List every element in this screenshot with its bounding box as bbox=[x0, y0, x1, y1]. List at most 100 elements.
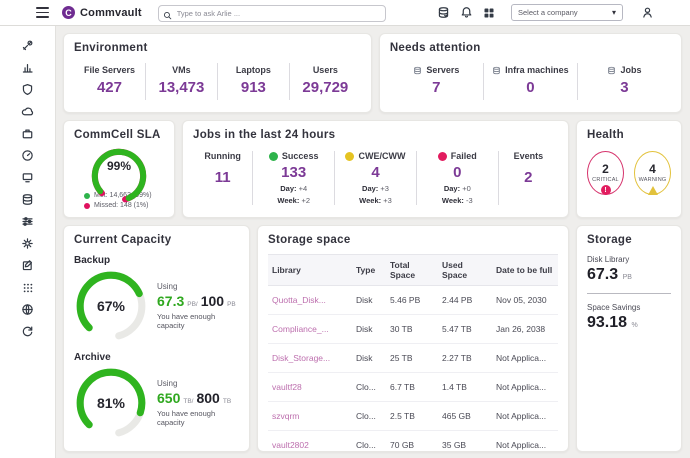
apps-grid-icon[interactable] bbox=[482, 6, 496, 20]
sidebar-item-jobs[interactable] bbox=[18, 127, 38, 140]
storage-space-card: Storage space Library Type Total Space U… bbox=[257, 225, 569, 458]
server-icon bbox=[414, 66, 422, 74]
database-icon bbox=[22, 194, 33, 205]
jobs-title: Jobs in the last 24 hours bbox=[193, 129, 336, 141]
sidebar-item-sync[interactable] bbox=[18, 325, 38, 338]
user-account-icon[interactable] bbox=[640, 6, 654, 20]
cloud-icon bbox=[21, 107, 34, 116]
stat-vms[interactable]: VMs 13,473 bbox=[144, 63, 217, 100]
library-link[interactable]: szvqrm bbox=[272, 411, 300, 421]
sidebar-item-configuration[interactable] bbox=[18, 215, 38, 228]
stat-attention-servers[interactable]: Servers 7 bbox=[390, 63, 483, 100]
library-link[interactable]: Compliance_... bbox=[272, 324, 329, 334]
sidebar-item-settings[interactable] bbox=[18, 237, 38, 250]
archive-gauge-chart: 81% bbox=[74, 366, 148, 440]
library-link[interactable]: vaultf28 bbox=[272, 382, 302, 392]
sidebar-item-forms[interactable] bbox=[18, 259, 38, 272]
sidebar-item-monitoring[interactable] bbox=[18, 149, 38, 162]
critical-exclamation-icon: ! bbox=[600, 185, 611, 195]
storage-card: Storage Disk Library 67.3 PB Space Savin… bbox=[576, 225, 682, 452]
reports-chart-icon bbox=[22, 64, 33, 73]
jobs-failed[interactable]: Failed 0 Day: +0 Week: -3 bbox=[415, 151, 498, 205]
search-box bbox=[157, 3, 386, 25]
hamburger-menu-icon[interactable] bbox=[36, 7, 49, 18]
refresh-icon bbox=[22, 326, 33, 337]
globe-icon bbox=[22, 304, 33, 315]
table-row: Disk_Storage... Disk 25 TB 2.27 TB Not A… bbox=[268, 343, 558, 373]
grid-dots-icon bbox=[23, 283, 32, 292]
library-link[interactable]: vault2802 bbox=[272, 440, 309, 450]
environment-card: Environment File Servers 427 VMs 13,473 … bbox=[63, 33, 372, 113]
server-icon bbox=[608, 66, 616, 74]
jobs-running[interactable]: Running 11 bbox=[204, 151, 241, 186]
sla-percent: 99% bbox=[106, 159, 132, 173]
sidebar-item-tools[interactable] bbox=[18, 39, 38, 52]
sidebar-item-apps[interactable] bbox=[18, 281, 38, 294]
cwe-dot-icon bbox=[345, 151, 355, 161]
health-card: Health 2 CRITICAL ! 4 WARNING bbox=[576, 120, 682, 218]
sidebar-item-cloud[interactable] bbox=[18, 105, 38, 118]
stat-file-servers[interactable]: File Servers 427 bbox=[83, 65, 135, 96]
archive-percent: 81% bbox=[96, 395, 126, 411]
stat-infra-machines[interactable]: Infra machines 0 bbox=[482, 63, 577, 100]
stat-users[interactable]: Users 29,729 bbox=[288, 63, 361, 100]
sidebar-item-web[interactable] bbox=[18, 303, 38, 316]
sla-legend: Met: 14,663 (99%) Missed: 148 (1%) bbox=[84, 189, 164, 209]
environment-title: Environment bbox=[74, 42, 148, 54]
jobs-cwe-cww[interactable]: CWE/CWW 4 Day: +3 Week: +3 bbox=[334, 151, 416, 205]
company-select-value: Select a company bbox=[518, 8, 578, 17]
health-warning[interactable]: 4 WARNING bbox=[634, 151, 671, 195]
chevron-down-icon: ▾ bbox=[611, 8, 616, 17]
search-input[interactable] bbox=[157, 5, 386, 22]
notifications-bell-icon[interactable] bbox=[459, 6, 473, 20]
monitor-icon bbox=[22, 173, 33, 183]
missed-dot-icon bbox=[84, 202, 90, 209]
gear-icon bbox=[22, 238, 33, 249]
sidebar-item-devices[interactable] bbox=[18, 171, 38, 184]
edit-form-icon bbox=[22, 260, 33, 271]
company-select[interactable]: Select a company ▾ bbox=[511, 4, 623, 21]
backup-used: 67.3 bbox=[157, 293, 185, 309]
archive-note: You have enough capacity bbox=[157, 409, 216, 427]
health-critical[interactable]: 2 CRITICAL ! bbox=[587, 151, 624, 195]
sla-title: CommCell SLA bbox=[74, 129, 161, 141]
success-dot-icon bbox=[268, 151, 278, 161]
commcell-sla-card: CommCell SLA 99% Met: 14,663 (99%) Misse… bbox=[63, 120, 175, 218]
health-title: Health bbox=[587, 129, 624, 141]
sliders-icon bbox=[22, 217, 33, 226]
met-dot-icon bbox=[84, 192, 90, 199]
sidebar-item-storage[interactable] bbox=[18, 193, 38, 206]
library-link[interactable]: Quotta_Disk... bbox=[272, 295, 326, 305]
top-bar: C Commvault Select a company ▾ bbox=[0, 0, 690, 26]
library-link[interactable]: Disk_Storage... bbox=[272, 353, 331, 363]
server-icon bbox=[493, 66, 500, 74]
sidebar-item-security[interactable] bbox=[18, 83, 38, 96]
needs-attention-title: Needs attention bbox=[389, 42, 481, 54]
disk-library-label: Disk Library bbox=[587, 255, 630, 264]
stat-laptops[interactable]: Laptops 913 bbox=[216, 63, 289, 100]
backup-note: You have enough capacity bbox=[157, 312, 216, 330]
archive-total: 800 bbox=[196, 390, 220, 406]
sidebar-item-reports[interactable] bbox=[18, 61, 38, 74]
dashboard-content: Environment File Servers 427 VMs 13,473 … bbox=[56, 26, 690, 458]
sidebar-nav bbox=[0, 26, 56, 458]
jobs-success[interactable]: Success 133 Day: +4 Week: +2 bbox=[252, 151, 334, 205]
table-row: szvqrm Clo... 2.5 TB 465 GB Not Applica.… bbox=[268, 401, 558, 431]
commvault-logo-icon: C bbox=[62, 6, 75, 19]
brand-logo[interactable]: C Commvault bbox=[62, 6, 142, 19]
table-row: Compliance_... Disk 30 TB 5.47 TB Jan 26… bbox=[268, 314, 558, 344]
sla-donut-chart: 99% bbox=[90, 147, 148, 204]
warning-triangle-icon bbox=[647, 186, 658, 195]
stat-attention-jobs[interactable]: Jobs 3 bbox=[576, 63, 671, 100]
divider bbox=[587, 293, 671, 294]
backup-total: 100 bbox=[200, 293, 225, 309]
storage-space-title: Storage space bbox=[268, 234, 351, 246]
current-capacity-card: Current Capacity Backup 67% Using bbox=[63, 225, 250, 452]
jobs-events[interactable]: Events 2 bbox=[497, 151, 558, 205]
table-header-row: Library Type Total Space Used Space Date… bbox=[268, 254, 558, 286]
disk-library-value: 67.3 PB bbox=[587, 266, 632, 283]
storage-space-table: Library Type Total Space Used Space Date… bbox=[268, 254, 558, 458]
search-icon bbox=[163, 7, 172, 25]
backup-status-icon[interactable] bbox=[436, 6, 450, 20]
